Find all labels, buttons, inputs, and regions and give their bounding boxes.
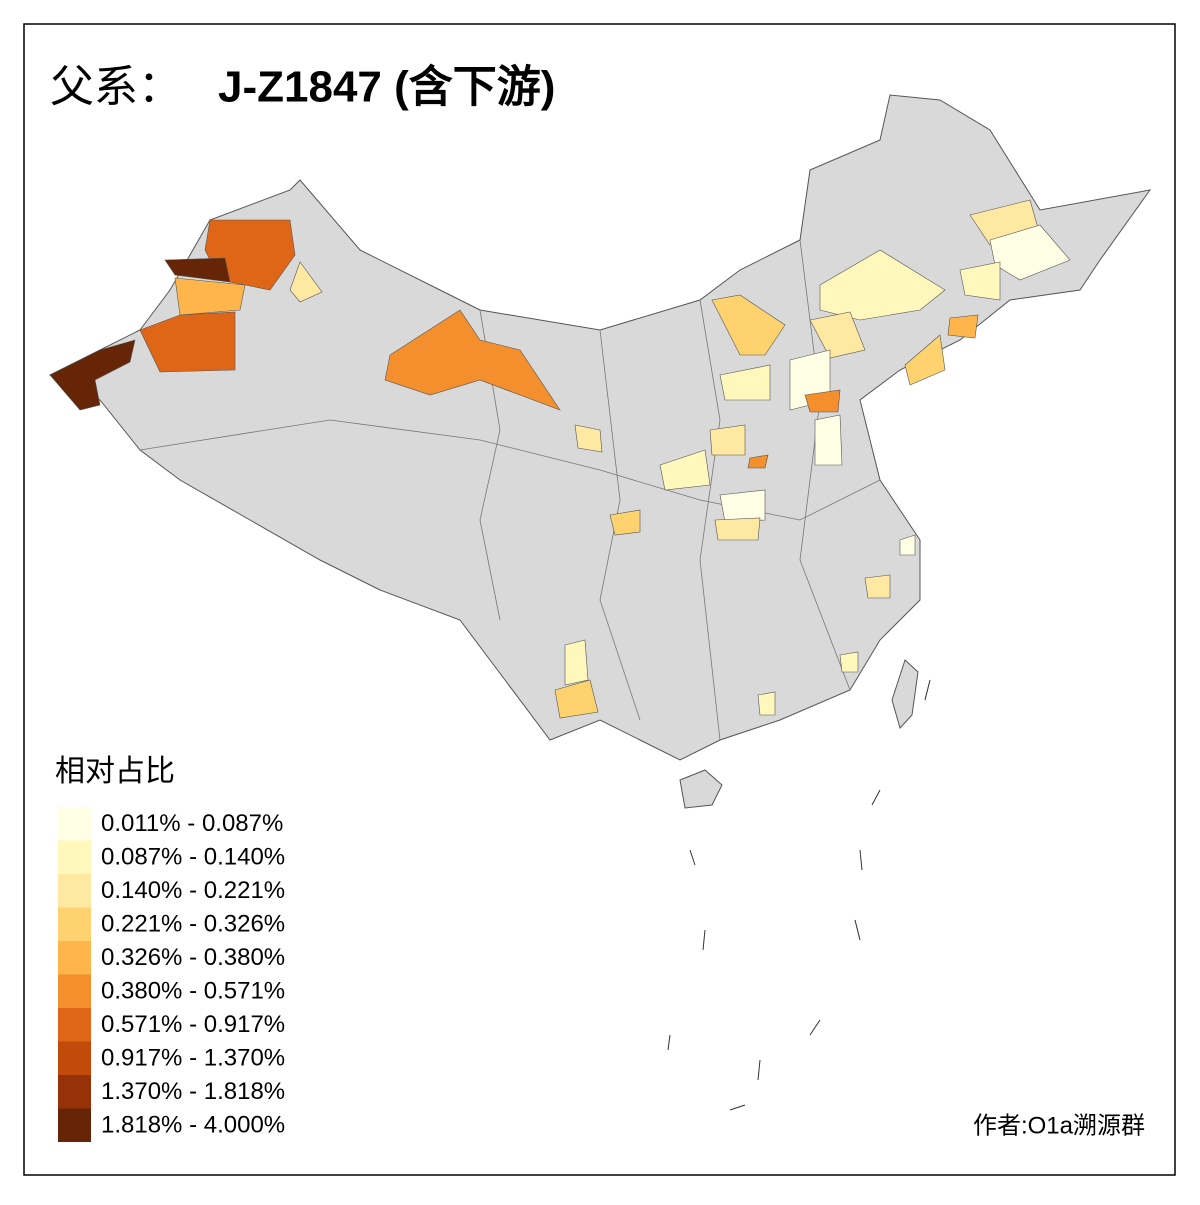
legend: 0.011% - 0.087% 0.087% - 0.140% 0.140% - 0… bbox=[58, 807, 285, 1142]
taiwan bbox=[891, 659, 919, 729]
legend-label: 0.571% - 0.917% bbox=[101, 1011, 285, 1038]
title-main: J-Z1847 (含下游) bbox=[218, 63, 555, 112]
islands bbox=[667, 679, 931, 1111]
legend-swatch bbox=[58, 941, 91, 975]
legend-swatch bbox=[58, 840, 91, 874]
map bbox=[48, 94, 1152, 1111]
legend-label: 0.380% - 0.571% bbox=[101, 978, 285, 1005]
legend-swatch bbox=[58, 807, 91, 841]
legend-label: 0.140% - 0.221% bbox=[101, 877, 285, 904]
hainan bbox=[679, 769, 723, 809]
legend-label: 0.087% - 0.140% bbox=[101, 844, 285, 871]
legend-swatch bbox=[58, 1075, 91, 1109]
legend-swatch bbox=[58, 1008, 91, 1042]
legend-label: 0.326% - 0.380% bbox=[101, 944, 285, 971]
legend-swatch bbox=[58, 974, 91, 1008]
title-prefix: 父系： bbox=[50, 63, 182, 112]
legend-label: 1.818% - 4.000% bbox=[101, 1112, 285, 1139]
legend-label: 1.370% - 1.818% bbox=[101, 1078, 285, 1105]
legend-swatch bbox=[58, 1041, 91, 1075]
highlighted-regions bbox=[49, 199, 1071, 719]
legend-label: 0.917% - 1.370% bbox=[101, 1045, 285, 1072]
legend-label: 0.011% - 0.087% bbox=[101, 810, 283, 837]
credit: 作者:O1a溯源群 bbox=[973, 1112, 1145, 1139]
legend-swatch bbox=[58, 907, 91, 941]
legend-swatch bbox=[58, 1108, 91, 1142]
legend-swatch bbox=[58, 874, 91, 908]
legend-title: 相对占比 bbox=[55, 755, 175, 788]
legend-label: 0.221% - 0.326% bbox=[101, 911, 285, 938]
